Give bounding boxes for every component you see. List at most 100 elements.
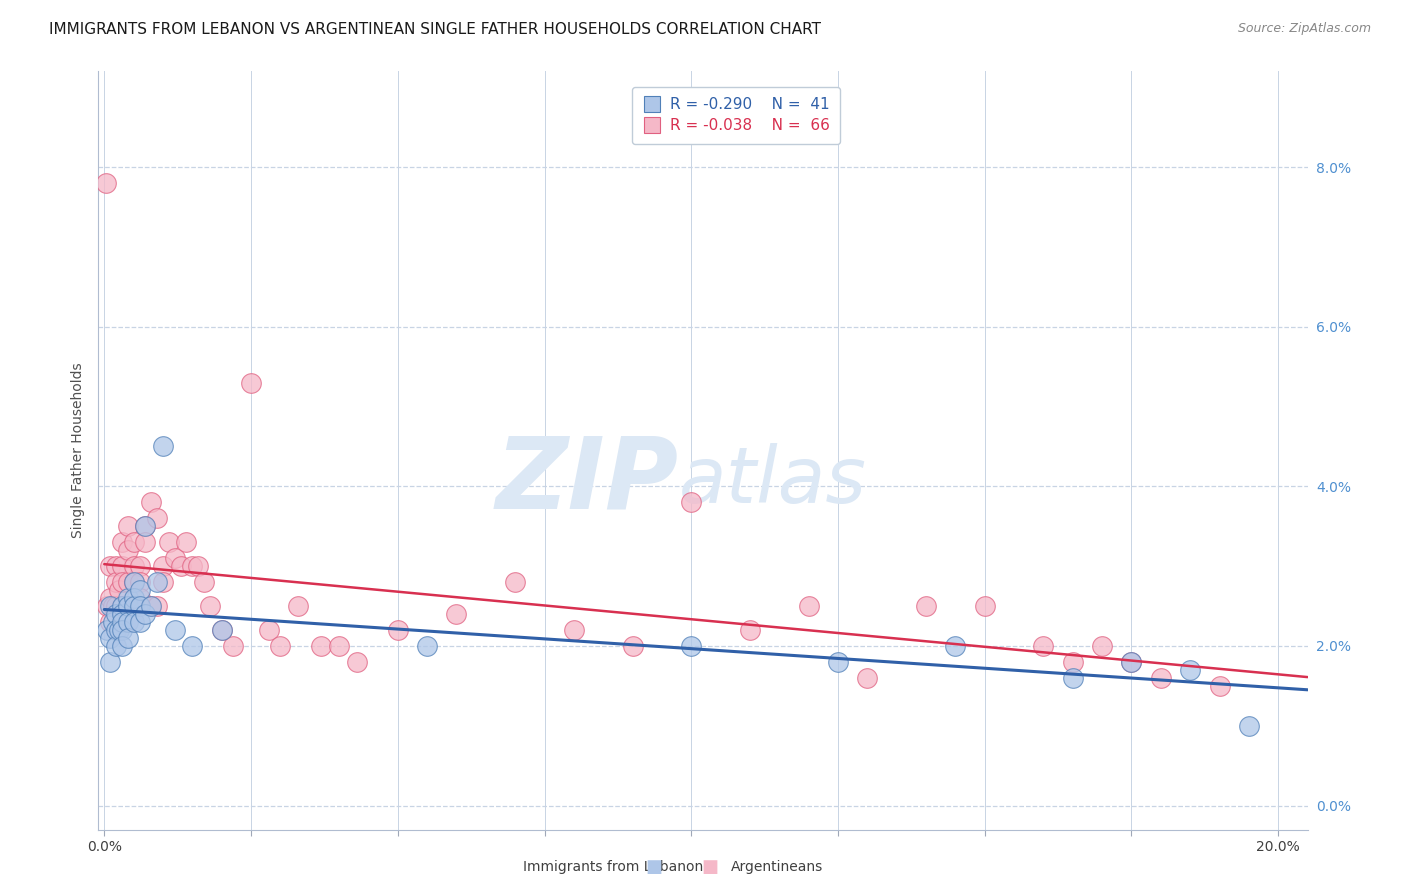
Point <box>738 623 761 637</box>
Point <box>152 440 174 454</box>
Point <box>193 575 215 590</box>
Point <box>128 615 150 629</box>
Point <box>157 535 180 549</box>
Point <box>108 623 131 637</box>
Point <box>973 599 995 613</box>
Point <box>117 599 139 613</box>
Point <box>163 551 186 566</box>
Point <box>945 639 967 653</box>
Point <box>111 639 134 653</box>
Point <box>169 559 191 574</box>
Point <box>1091 639 1114 653</box>
Point <box>111 599 134 613</box>
Point <box>111 599 134 613</box>
Point <box>198 599 221 613</box>
Point <box>416 639 439 653</box>
Point <box>211 623 233 637</box>
Point <box>146 599 169 613</box>
Point <box>1208 679 1230 693</box>
Point <box>797 599 820 613</box>
Point <box>98 559 121 574</box>
Point <box>163 623 186 637</box>
Point <box>122 575 145 590</box>
Point <box>257 623 280 637</box>
Point <box>122 599 145 613</box>
Point <box>128 591 150 606</box>
Point <box>122 575 145 590</box>
Point <box>117 519 139 533</box>
Y-axis label: Single Father Households: Single Father Households <box>72 363 86 538</box>
Point <box>1121 655 1143 669</box>
Point <box>105 575 128 590</box>
Point <box>152 575 174 590</box>
Text: ■: ■ <box>702 858 718 876</box>
Point <box>122 535 145 549</box>
Point <box>269 639 291 653</box>
Point <box>681 495 703 509</box>
Point <box>915 599 938 613</box>
Point <box>122 599 145 613</box>
Point <box>122 591 145 606</box>
Point <box>105 639 128 653</box>
Point <box>117 575 139 590</box>
Point <box>117 543 139 558</box>
Point <box>240 376 263 390</box>
Point <box>1180 663 1202 677</box>
Point <box>111 623 134 637</box>
Point <box>98 615 121 629</box>
Point <box>141 599 163 613</box>
Point <box>387 623 409 637</box>
Point <box>287 599 309 613</box>
Point <box>111 575 134 590</box>
Point <box>181 639 204 653</box>
Point <box>134 519 156 533</box>
Point <box>211 623 233 637</box>
Point <box>98 599 121 613</box>
Text: ZIP: ZIP <box>496 433 679 529</box>
Point <box>94 176 117 190</box>
Point <box>98 655 121 669</box>
Point <box>128 583 150 598</box>
Point <box>108 583 131 598</box>
Point <box>134 519 156 533</box>
Text: Argentineans: Argentineans <box>731 860 824 874</box>
Point <box>346 655 368 669</box>
Point <box>222 639 245 653</box>
Point <box>134 535 156 549</box>
Text: atlas: atlas <box>679 442 866 519</box>
Point <box>681 639 703 653</box>
Point <box>111 559 134 574</box>
Point <box>128 559 150 574</box>
Point <box>181 559 204 574</box>
Point <box>96 623 118 637</box>
Point <box>1062 655 1084 669</box>
Point <box>1150 671 1173 685</box>
Text: IMMIGRANTS FROM LEBANON VS ARGENTINEAN SINGLE FATHER HOUSEHOLDS CORRELATION CHAR: IMMIGRANTS FROM LEBANON VS ARGENTINEAN S… <box>49 22 821 37</box>
Text: ■: ■ <box>645 858 662 876</box>
Point <box>128 575 150 590</box>
Point <box>621 639 644 653</box>
Point <box>176 535 198 549</box>
Point <box>328 639 350 653</box>
Point <box>141 495 163 509</box>
Point <box>122 559 145 574</box>
Point <box>856 671 879 685</box>
Point <box>146 575 169 590</box>
Text: Immigrants from Lebanon: Immigrants from Lebanon <box>523 860 703 874</box>
Point <box>152 559 174 574</box>
Point <box>1121 655 1143 669</box>
Point <box>105 559 128 574</box>
Point <box>101 615 124 629</box>
Point <box>122 615 145 629</box>
Point <box>96 599 118 613</box>
Point <box>111 535 134 549</box>
Point <box>446 607 468 621</box>
Point <box>141 599 163 613</box>
Point <box>101 599 124 613</box>
Point <box>98 631 121 645</box>
Point <box>187 559 209 574</box>
Point <box>105 599 128 613</box>
Point <box>117 631 139 645</box>
Point <box>146 511 169 525</box>
Point <box>105 607 128 621</box>
